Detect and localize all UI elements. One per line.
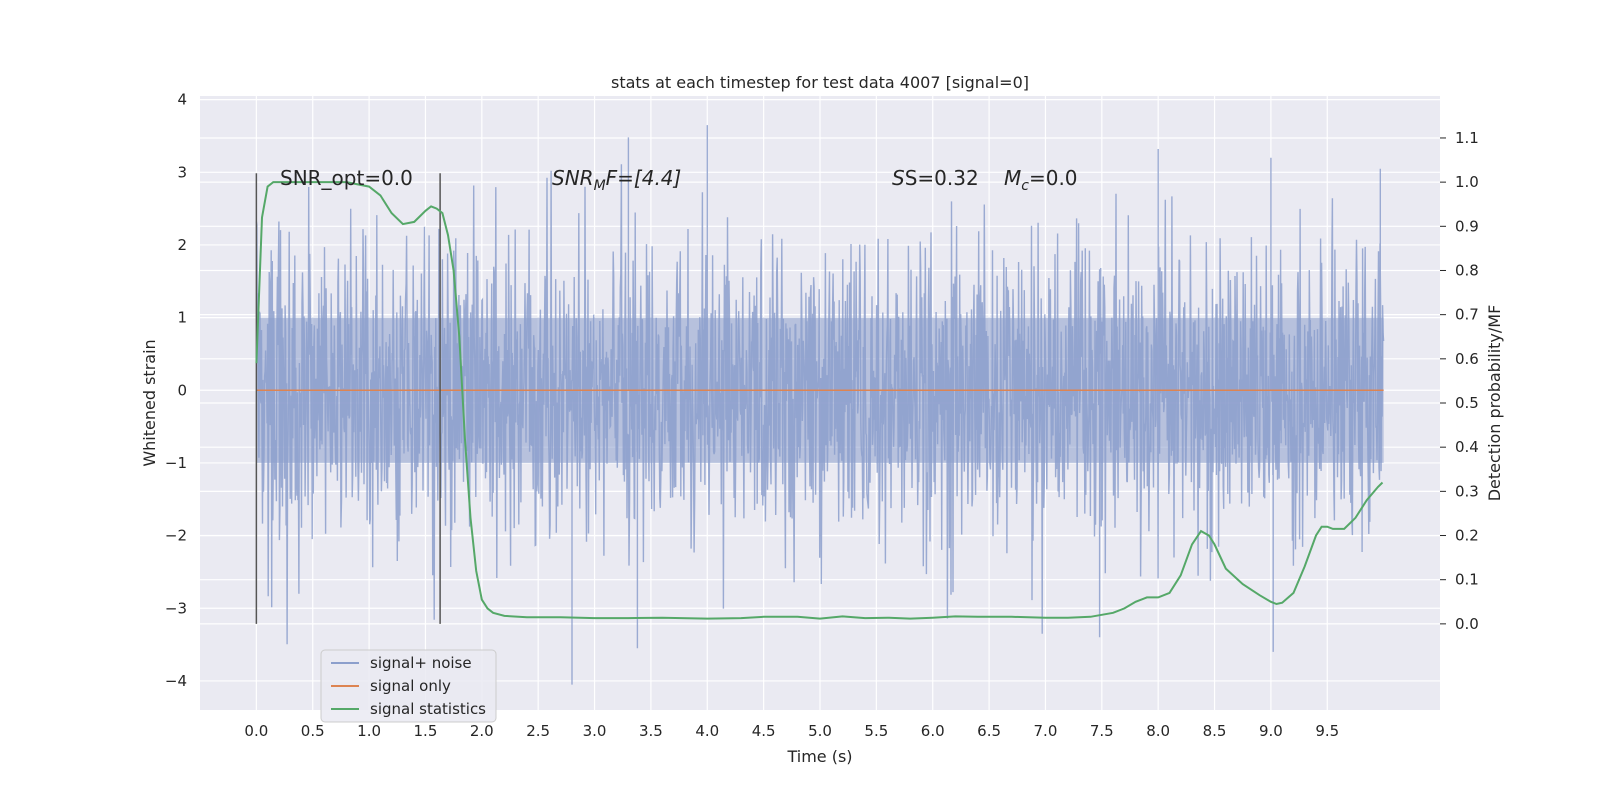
y-tick-label: 2	[177, 236, 187, 254]
right-y-tick-label: 0.3	[1455, 482, 1479, 500]
x-ticks: 0.0 0.5 1.0 1.5 2.0 2.5 3.0 3.5 4.0 4.5 5.0 5.5 6.0 6…	[244, 722, 1339, 740]
x-tick-label: 9.0	[1259, 722, 1283, 740]
right-y-tick-label: 1.1	[1455, 129, 1479, 147]
annotation-snr-mf: SNRMF=[4.4]	[552, 166, 681, 194]
x-tick-label: 1.0	[357, 722, 381, 740]
x-tick-label: 9.5	[1315, 722, 1339, 740]
x-tick-label: 0.5	[301, 722, 325, 740]
legend: signal+ noise signal only signal statist…	[320, 649, 497, 723]
right-y-tick-label: 0.7	[1455, 306, 1479, 324]
legend-label-statistics: signal statistics	[370, 700, 486, 718]
right-y-tick-label: 0.6	[1455, 350, 1479, 368]
legend-box	[320, 649, 497, 723]
legend-label-signal-only: signal only	[370, 677, 451, 695]
y-tick-label: −4	[165, 672, 187, 690]
annotation-mc: Mc=0.0	[1004, 166, 1078, 194]
y-tick-label: −1	[165, 454, 187, 472]
right-y-tick-label: 0.1	[1455, 571, 1479, 589]
y-tick-label: −3	[165, 599, 187, 617]
y-tick-label: 4	[177, 91, 187, 109]
x-tick-label: 1.5	[414, 722, 438, 740]
marker-lines	[255, 173, 441, 624]
x-tick-label: 0.0	[244, 722, 268, 740]
x-tick-label: 6.5	[977, 722, 1001, 740]
x-tick-label: 2.5	[526, 722, 550, 740]
x-tick-label: 7.5	[1090, 722, 1114, 740]
annotation-snr-opt: SNR_opt=0.0	[280, 166, 413, 190]
right-y-tick-label: 0.9	[1455, 217, 1479, 235]
x-axis-label: Time (s)	[786, 747, 852, 766]
right-y-tick-label: 0.8	[1455, 261, 1479, 279]
x-tick-label: 6.0	[921, 722, 945, 740]
y-tick-label: 0	[177, 381, 187, 399]
right-y-tick-label: 0.5	[1455, 394, 1479, 412]
x-tick-label: 3.5	[639, 722, 663, 740]
right-y-tick-label: 0.2	[1455, 527, 1479, 545]
x-tick-label: 4.0	[695, 722, 719, 740]
right-y-tick-label: 0.0	[1455, 615, 1479, 633]
x-tick-label: 2.0	[470, 722, 494, 740]
x-tick-label: 7.0	[1034, 722, 1058, 740]
x-tick-label: 8.0	[1146, 722, 1170, 740]
right-y-tick-label: 1.0	[1455, 173, 1479, 191]
legend-label-noise: signal+ noise	[370, 654, 472, 672]
signal-noise-trace	[255, 125, 1385, 685]
y-tick-label: 1	[177, 309, 187, 327]
x-tick-label: 5.5	[864, 722, 888, 740]
annotation-s: SS=0.32	[892, 166, 979, 190]
right-y-tick-label: 0.4	[1455, 438, 1479, 456]
x-tick-label: 5.0	[808, 722, 832, 740]
y-tick-label: 3	[177, 163, 187, 181]
y-tick-label: −2	[165, 527, 187, 545]
right-y-axis-label: Detection probability/MF	[1485, 305, 1504, 502]
x-tick-label: 8.5	[1203, 722, 1227, 740]
x-tick-label: 4.5	[752, 722, 776, 740]
x-tick-label: 3.0	[583, 722, 607, 740]
chart-title: stats at each timestep for test data 400…	[611, 73, 1029, 92]
y-ticks: 4 3 2 1 0 −1 −2 −3 −4	[165, 91, 187, 690]
y-axis-label: Whitened strain	[140, 339, 159, 466]
signal-statistics-series	[255, 181, 1384, 620]
right-y-ticks: 1.1 1.0 0.9 0.8 0.7 0.6 0.5 0.4 0.3 0.2 0.1 0.0	[1440, 129, 1479, 633]
